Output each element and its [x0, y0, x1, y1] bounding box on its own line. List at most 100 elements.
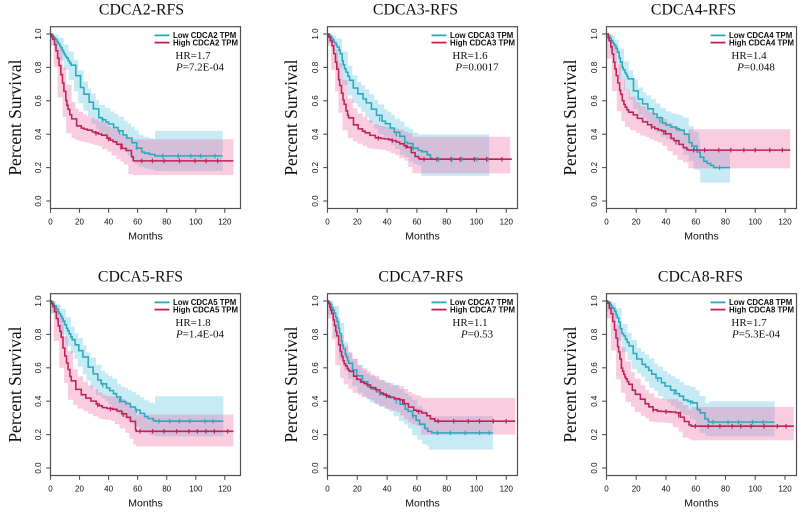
svg-text:0: 0 [48, 218, 53, 227]
svg-text:Percent Survival: Percent Survival [560, 326, 580, 442]
svg-text:Percent Survival: Percent Survival [281, 59, 301, 175]
svg-text:0.4: 0.4 [34, 128, 43, 140]
svg-text:Percent Survival: Percent Survival [5, 326, 25, 442]
svg-text:0.4: 0.4 [590, 128, 599, 140]
svg-text:1.0: 1.0 [311, 28, 320, 40]
svg-text:60: 60 [691, 218, 700, 227]
svg-text:0.8: 0.8 [34, 61, 43, 73]
svg-text:0: 0 [325, 218, 330, 227]
svg-text:60: 60 [412, 218, 421, 227]
svg-text:40: 40 [383, 218, 392, 227]
svg-text:0: 0 [48, 485, 53, 494]
svg-text:60: 60 [412, 485, 421, 494]
svg-text:80: 80 [442, 218, 451, 227]
svg-text:0.0: 0.0 [34, 195, 43, 207]
svg-text:100: 100 [189, 485, 203, 494]
svg-text:Percent Survival: Percent Survival [560, 59, 580, 175]
svg-text:0.6: 0.6 [34, 362, 43, 374]
svg-text:40: 40 [662, 485, 671, 494]
svg-text:Low CDCA4 TPM: Low CDCA4 TPM [729, 31, 792, 40]
svg-text:0.0: 0.0 [590, 195, 599, 207]
svg-text:0.8: 0.8 [311, 61, 320, 73]
svg-text:High CDCA2 TPM: High CDCA2 TPM [173, 38, 238, 47]
svg-text:120: 120 [218, 218, 232, 227]
svg-text:40: 40 [383, 485, 392, 494]
svg-text:120: 120 [778, 485, 792, 494]
svg-text:CDCA5-RFS: CDCA5-RFS [98, 269, 183, 286]
svg-text:60: 60 [133, 485, 142, 494]
svg-text:40: 40 [662, 218, 671, 227]
svg-text:1.0: 1.0 [590, 295, 599, 307]
svg-text:Low CDCA5 TPM: Low CDCA5 TPM [173, 298, 236, 307]
svg-text:120: 120 [778, 218, 792, 227]
svg-text:0.2: 0.2 [311, 161, 320, 173]
svg-text:HR=1.4: HR=1.4 [731, 50, 767, 62]
svg-text:20: 20 [632, 485, 641, 494]
svg-text:Low CDCA2 TPM: Low CDCA2 TPM [173, 31, 236, 40]
svg-text:40: 40 [104, 218, 113, 227]
svg-text:Months: Months [405, 498, 439, 510]
svg-text:20: 20 [75, 218, 84, 227]
svg-text:0.4: 0.4 [590, 395, 599, 407]
svg-text:0.0: 0.0 [311, 462, 320, 474]
svg-text:High CDCA8 TPM: High CDCA8 TPM [729, 305, 794, 314]
svg-text:20: 20 [75, 485, 84, 494]
svg-text:0.6: 0.6 [311, 95, 320, 107]
svg-text:P=7.2E-04: P=7.2E-04 [175, 62, 225, 74]
svg-text:100: 100 [470, 218, 484, 227]
svg-text:CDCA7-RFS: CDCA7-RFS [378, 269, 463, 286]
svg-text:20: 20 [353, 485, 362, 494]
svg-text:Months: Months [684, 498, 718, 510]
svg-text:0: 0 [325, 485, 330, 494]
svg-text:0: 0 [604, 218, 609, 227]
svg-text:Percent Survival: Percent Survival [281, 326, 301, 442]
svg-text:CDCA4-RFS: CDCA4-RFS [651, 2, 736, 19]
svg-text:0.8: 0.8 [590, 328, 599, 340]
svg-text:P=0.0017: P=0.0017 [454, 62, 499, 74]
svg-text:80: 80 [162, 485, 171, 494]
svg-text:P=5.3E-04: P=5.3E-04 [731, 329, 781, 341]
svg-text:P=0.53: P=0.53 [460, 329, 494, 341]
svg-text:HR=1.7: HR=1.7 [731, 317, 767, 329]
svg-text:0.6: 0.6 [590, 95, 599, 107]
svg-text:P=0.048: P=0.048 [736, 62, 775, 74]
svg-text:1.0: 1.0 [34, 295, 43, 307]
svg-text:0.6: 0.6 [34, 95, 43, 107]
svg-text:0.0: 0.0 [311, 195, 320, 207]
svg-text:0.0: 0.0 [34, 462, 43, 474]
svg-text:100: 100 [189, 218, 203, 227]
svg-text:0: 0 [604, 485, 609, 494]
svg-text:40: 40 [104, 485, 113, 494]
svg-text:0.8: 0.8 [590, 61, 599, 73]
svg-text:0.6: 0.6 [590, 362, 599, 374]
svg-text:Low CDCA3 TPM: Low CDCA3 TPM [450, 31, 513, 40]
svg-text:High CDCA3 TPM: High CDCA3 TPM [450, 38, 515, 47]
svg-text:HR=1.1: HR=1.1 [452, 317, 487, 329]
svg-text:0.0: 0.0 [590, 462, 599, 474]
svg-text:80: 80 [162, 218, 171, 227]
svg-text:Months: Months [128, 498, 162, 510]
svg-text:60: 60 [691, 485, 700, 494]
svg-text:0.2: 0.2 [311, 428, 320, 440]
svg-text:20: 20 [353, 218, 362, 227]
svg-text:0.6: 0.6 [311, 362, 320, 374]
svg-text:0.4: 0.4 [311, 128, 320, 140]
svg-text:High CDCA7 TPM: High CDCA7 TPM [450, 305, 515, 314]
svg-text:0.2: 0.2 [34, 161, 43, 173]
svg-text:120: 120 [218, 485, 232, 494]
svg-text:P=1.4E-04: P=1.4E-04 [175, 329, 225, 341]
svg-text:1.0: 1.0 [34, 28, 43, 40]
svg-text:Months: Months [128, 231, 162, 243]
svg-text:0.2: 0.2 [590, 428, 599, 440]
svg-text:0.8: 0.8 [34, 328, 43, 340]
svg-text:Low CDCA8 TPM: Low CDCA8 TPM [729, 298, 792, 307]
svg-text:120: 120 [500, 485, 514, 494]
svg-text:20: 20 [632, 218, 641, 227]
svg-text:100: 100 [749, 218, 763, 227]
svg-text:120: 120 [500, 218, 514, 227]
svg-text:CDCA2-RFS: CDCA2-RFS [99, 2, 184, 19]
svg-text:CDCA8-RFS: CDCA8-RFS [658, 269, 743, 286]
svg-text:HR=1.7: HR=1.7 [175, 50, 211, 62]
svg-text:Months: Months [684, 231, 718, 243]
svg-text:HR=1.8: HR=1.8 [175, 317, 211, 329]
